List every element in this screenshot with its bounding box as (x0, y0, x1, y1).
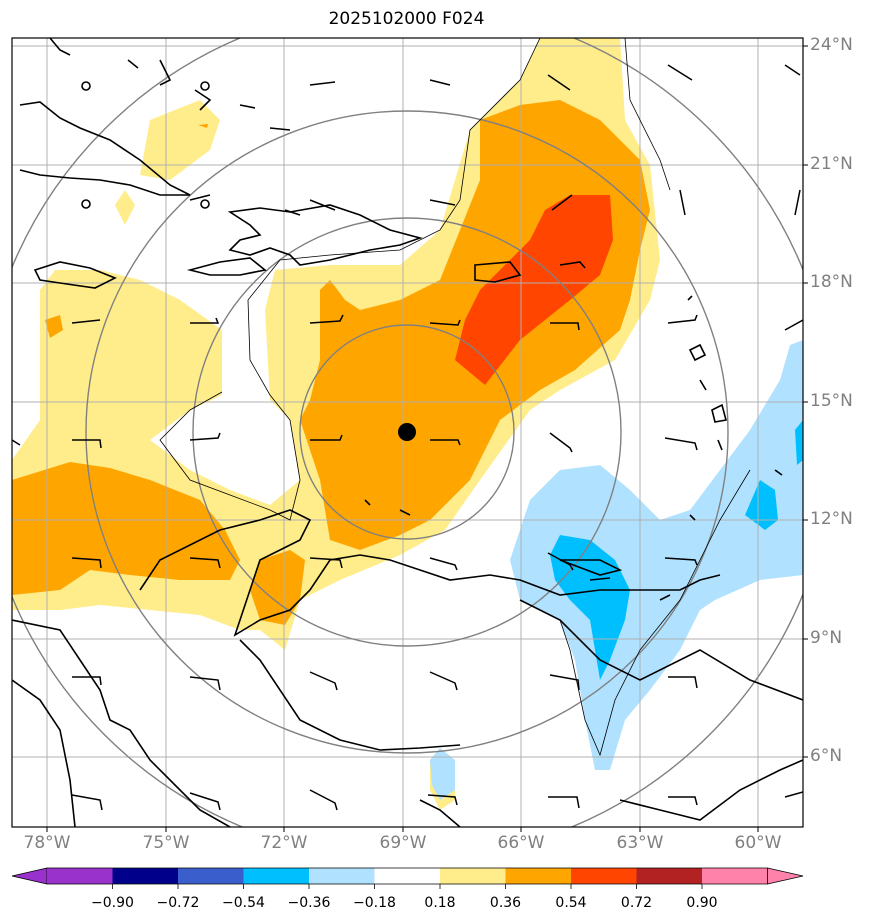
colorbar-tick-label: −0.36 (287, 895, 331, 911)
lon-label-78w: 78°W (23, 833, 71, 853)
storm-center-marker (398, 423, 416, 441)
lon-label-72w: 72°W (260, 833, 308, 853)
colorbar-tick-label: 0.54 (555, 895, 587, 911)
lat-label-24n: 24°N (810, 35, 853, 55)
colorbar-tick-label: 0.72 (620, 895, 653, 911)
map-title: 2025102000 F024 (328, 9, 485, 29)
wind-barbs (12, 59, 803, 811)
range-rings (12, 38, 803, 827)
contour-lines (159, 38, 751, 757)
colorbar-tick-label: −0.54 (222, 895, 265, 911)
lon-label-66w: 66°W (497, 833, 545, 853)
lon-label-60w: 60°W (734, 833, 782, 853)
coastlines (12, 38, 803, 827)
colorbar-tick-label: −0.72 (156, 895, 200, 911)
graticule (12, 38, 803, 827)
lat-label-18n: 18°N (810, 272, 853, 292)
colorbar (11, 867, 804, 889)
colorbar-tick-label: −0.90 (91, 895, 134, 911)
colorbar-min-arrow (11, 867, 48, 885)
lon-label-69w: 69°W (379, 833, 427, 853)
small-islands (81, 81, 210, 209)
positive-high-field (455, 195, 613, 385)
colorbar-tick-label: 0.18 (424, 895, 456, 911)
lon-label-63w: 63°W (616, 833, 664, 853)
negative-light-field (430, 340, 803, 800)
colorbar-tick-label: −0.18 (353, 895, 396, 911)
map-frame (11, 37, 804, 828)
colorbar-tick-label: 0.36 (489, 895, 522, 911)
colorbar-tick-label: 0.90 (686, 895, 718, 911)
colorbar-max-arrow (767, 867, 804, 885)
lat-label-21n: 21°N (810, 154, 853, 174)
lat-label-9n: 9°N (810, 628, 843, 648)
axis-ticks (46, 45, 808, 832)
lat-label-12n: 12°N (810, 509, 853, 529)
lat-label-15n: 15°N (810, 391, 853, 411)
lon-label-75w: 75°W (142, 833, 190, 853)
lat-label-6n: 6°N (810, 746, 843, 766)
